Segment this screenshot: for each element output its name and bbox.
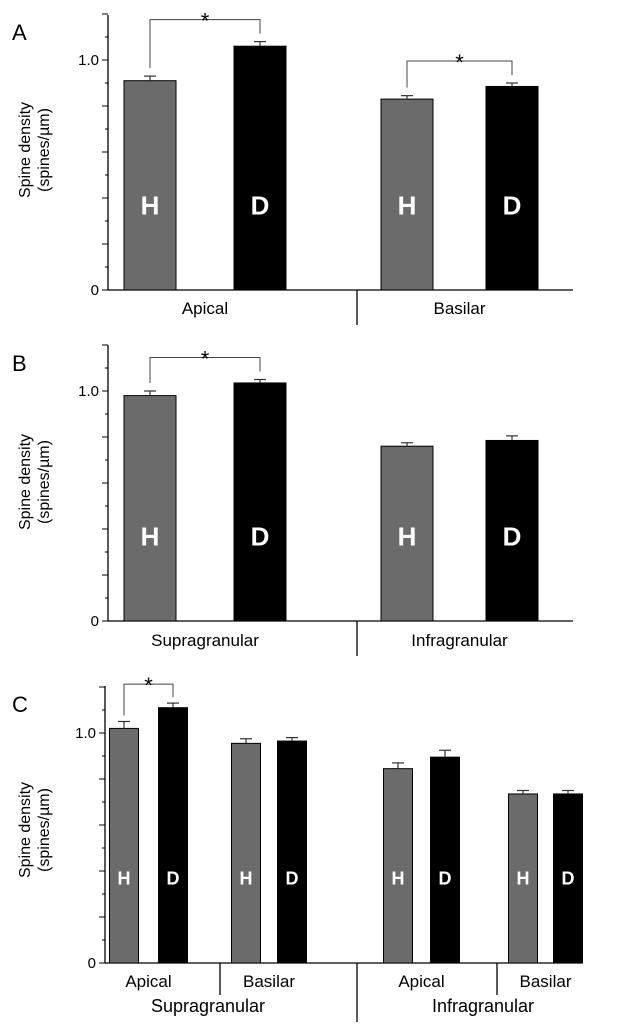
y-tick-label: 1.0 <box>78 52 99 69</box>
bar-h <box>380 445 434 622</box>
y-axis-label-line: (spines/µm) <box>36 108 53 192</box>
panel-letter: C <box>12 692 28 717</box>
bar-label-h: H <box>240 868 253 888</box>
bar-d <box>233 382 287 622</box>
y-axis-label: Spine density (spines/µm) <box>17 102 53 198</box>
y-tick-label: 1.0 <box>75 725 96 742</box>
y-axis-label-line: (spines/µm) <box>36 788 53 872</box>
bar-label-h: H <box>398 190 417 220</box>
bar-d <box>158 707 188 964</box>
y-axis-label-line: Spine density <box>17 434 34 530</box>
y-tick-label: 0 <box>91 282 99 299</box>
category-label: Supragranular <box>151 631 259 650</box>
y-axis-label: Spine density (spines/µm) <box>17 782 53 878</box>
category-label: Infragranular <box>411 631 508 650</box>
bar-h <box>109 727 139 964</box>
bar-label-h: H <box>141 190 160 220</box>
y-tick-label: 0 <box>88 955 96 972</box>
bar-d <box>553 793 583 964</box>
bar-d <box>485 85 539 291</box>
significance-bracket <box>149 19 261 69</box>
panel-letter: B <box>12 351 27 376</box>
y-axis-label-line: Spine density <box>17 782 34 878</box>
bar-d <box>277 740 307 964</box>
bar-d <box>233 45 287 291</box>
y-tick-label: 1.0 <box>78 383 99 400</box>
bar-label-d: D <box>503 521 522 551</box>
panel-letter: A <box>12 20 27 45</box>
y-axis-label-line: (spines/µm) <box>36 440 53 524</box>
group-label: Supragranular <box>151 996 265 1016</box>
bar-label-h: H <box>392 868 405 888</box>
significance-star: * <box>455 50 464 75</box>
significance-bracket <box>123 683 174 716</box>
bar-label-d: D <box>251 190 270 220</box>
bar-h <box>123 80 177 291</box>
y-axis-label-line: Spine density <box>17 102 34 198</box>
y-axis-label: Spine density (spines/µm) <box>17 434 53 530</box>
bar-h <box>123 395 177 622</box>
bar-h <box>383 768 413 964</box>
bar-h <box>380 98 434 291</box>
panel-c: C Spine density (spines/µm) 0 1.0 H H H H D D D D * Ap… <box>12 673 583 1022</box>
bar-label-d: D <box>251 521 270 551</box>
significance-bracket <box>406 60 513 88</box>
bar-d <box>430 756 460 964</box>
group-label: Infragranular <box>432 996 534 1016</box>
bar-d <box>485 439 539 622</box>
bar-label-h: H <box>141 521 160 551</box>
category-label: Basilar <box>520 972 572 991</box>
bar-label-d: D <box>167 868 180 888</box>
bar-h <box>231 742 261 964</box>
significance-star: * <box>201 347 210 372</box>
panel-a: A Spine density (spines/µm) 0 1.0 H H D D * * Apica… <box>12 9 573 325</box>
significance-bracket <box>149 357 261 383</box>
category-label: Apical <box>125 972 171 991</box>
bar-label-d: D <box>286 868 299 888</box>
bar-label-d: D <box>439 868 452 888</box>
significance-star: * <box>144 673 153 698</box>
category-label: Apical <box>398 972 444 991</box>
bar-label-h: H <box>517 868 530 888</box>
category-label: Basilar <box>434 299 486 318</box>
bar-label-d: D <box>503 190 522 220</box>
panel-b: B Spine density (spines/µm) 0 1.0 H H D D * Suprag… <box>12 344 573 656</box>
bar-label-d: D <box>562 868 575 888</box>
bar-label-h: H <box>118 868 131 888</box>
bar-label-h: H <box>398 521 417 551</box>
category-label: Basilar <box>243 972 295 991</box>
category-label: Apical <box>182 299 228 318</box>
significance-star: * <box>201 9 210 34</box>
y-tick-label: 0 <box>91 613 99 630</box>
